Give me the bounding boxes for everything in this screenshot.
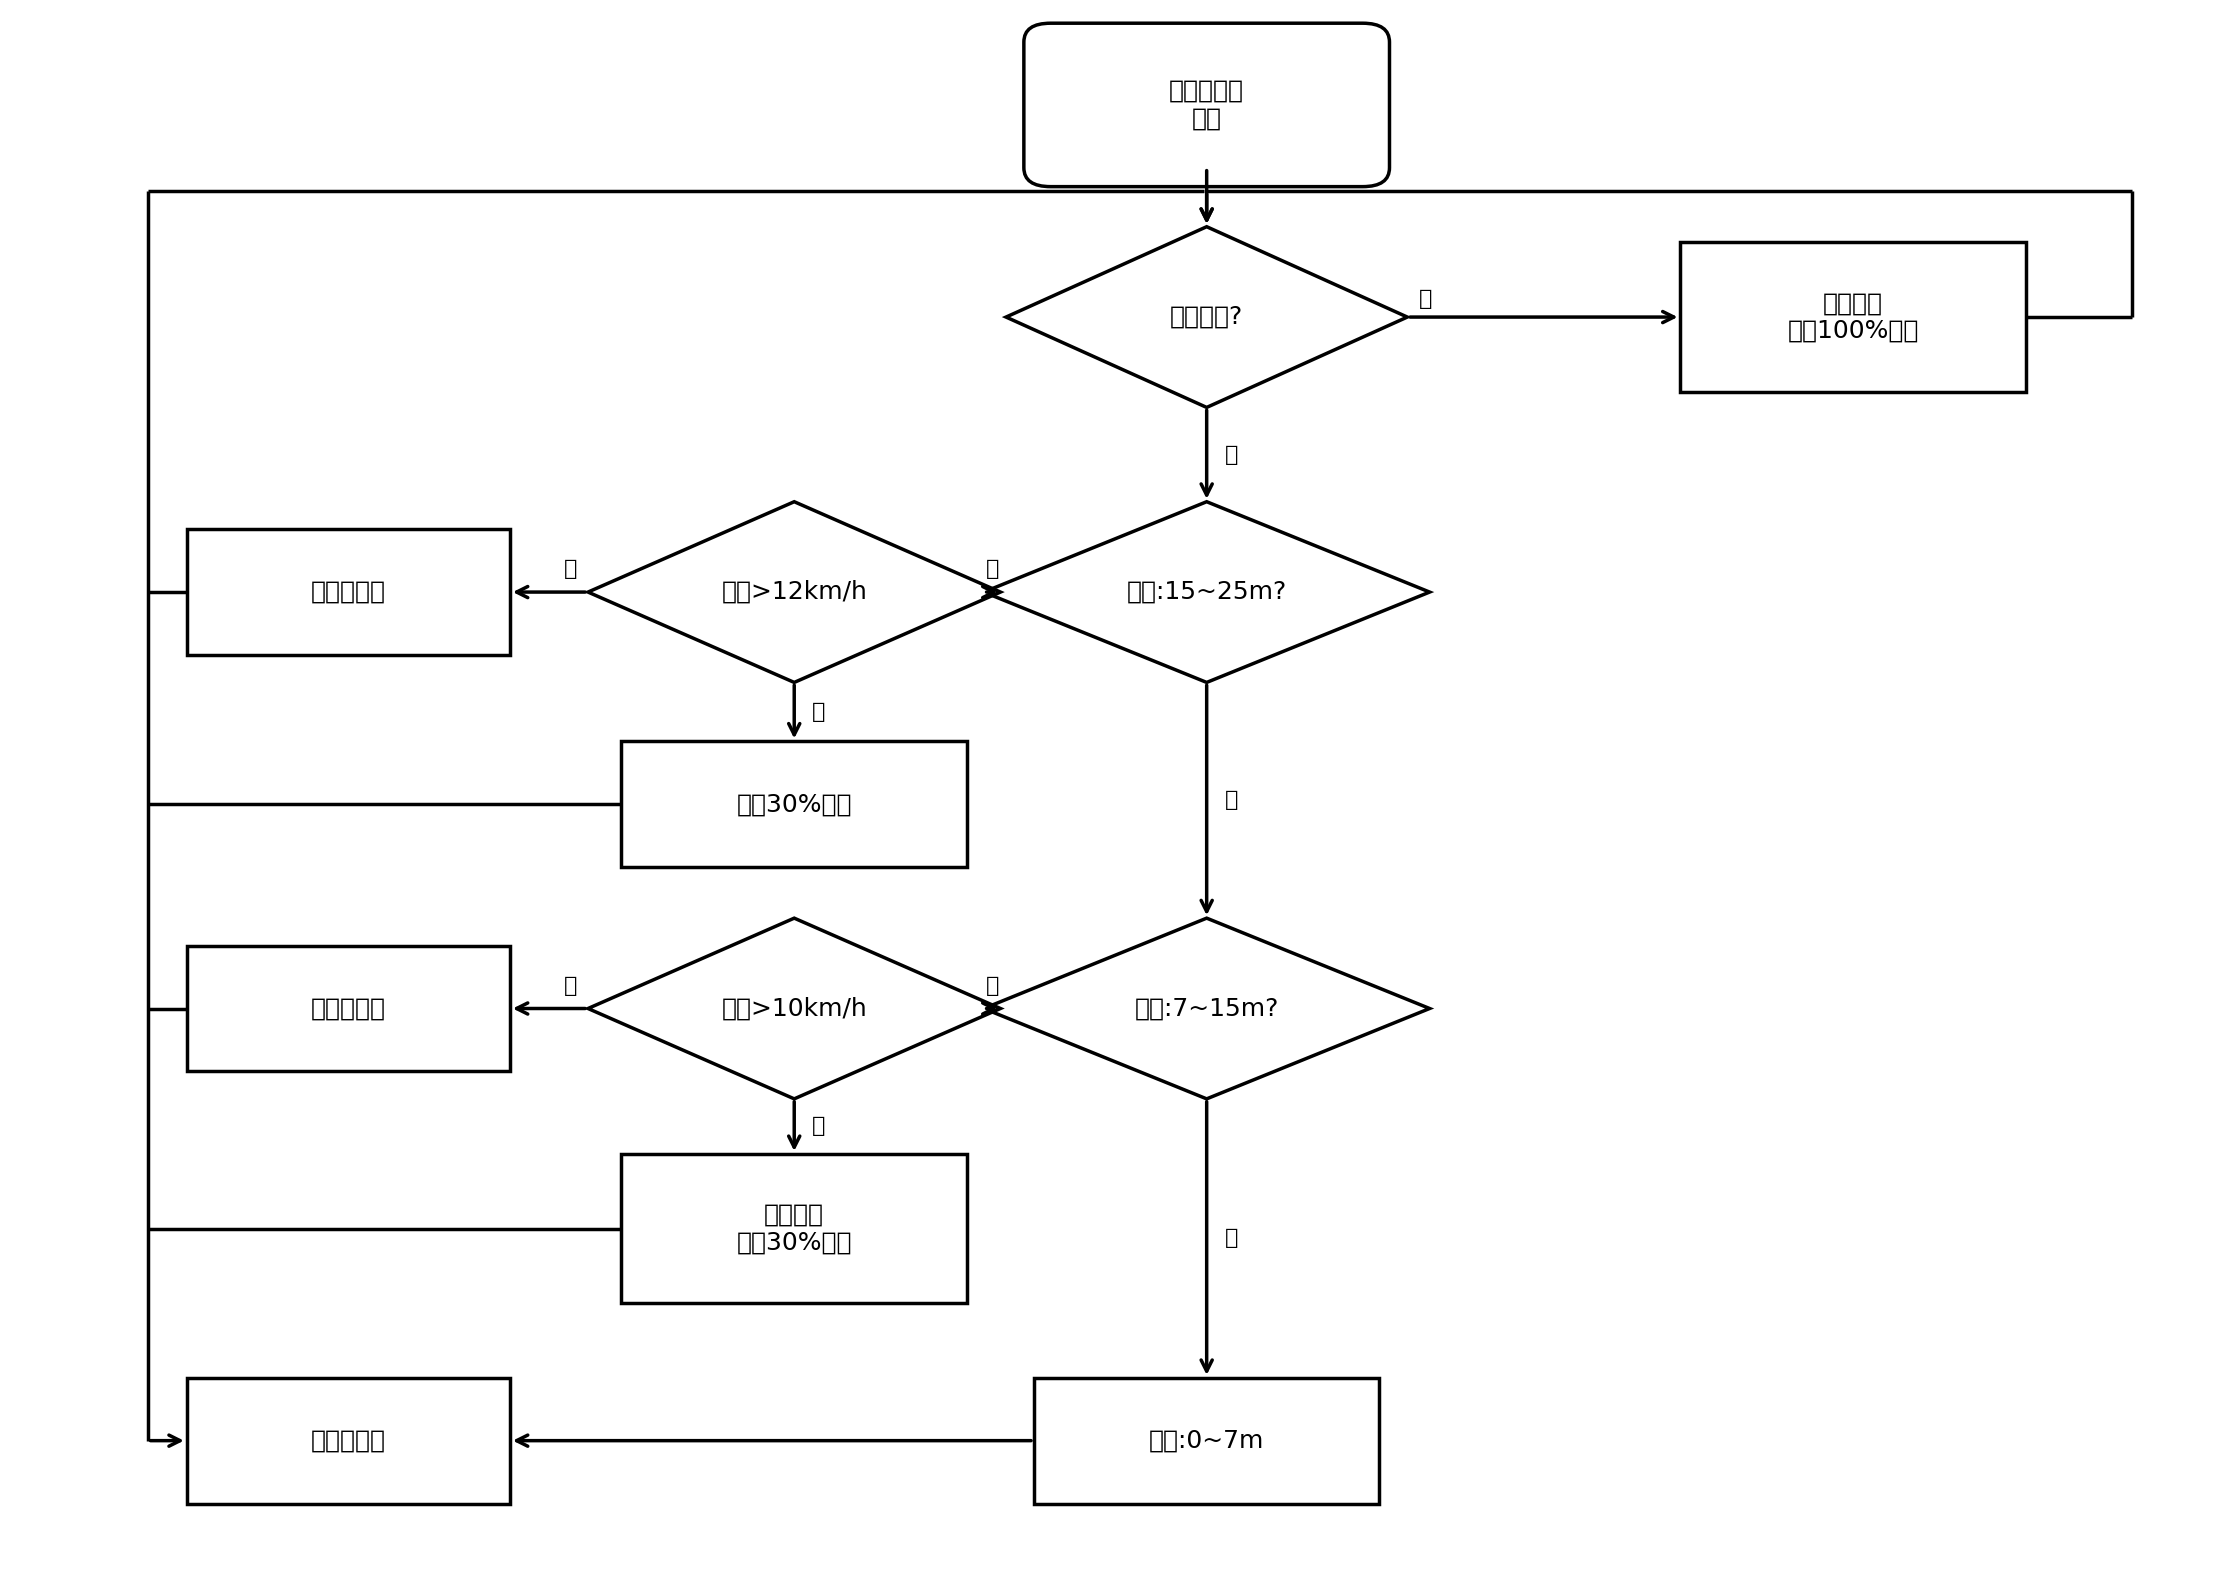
- Text: 是: 是: [986, 976, 999, 997]
- Text: 速度>10km/h: 速度>10km/h: [722, 997, 867, 1020]
- Text: 否: 否: [811, 1117, 825, 1137]
- Bar: [188, 946, 510, 1071]
- Polygon shape: [588, 918, 1001, 1099]
- Bar: [621, 741, 968, 867]
- Text: 取消刹车
允许100%动力: 取消刹车 允许100%动力: [1788, 292, 1920, 342]
- Text: 前方有车?: 前方有车?: [1171, 304, 1243, 330]
- Text: 断电、刹车: 断电、刹车: [311, 1429, 387, 1452]
- Polygon shape: [983, 918, 1430, 1099]
- FancyBboxPatch shape: [1024, 24, 1390, 186]
- Bar: [188, 530, 510, 654]
- Polygon shape: [588, 501, 1001, 683]
- Polygon shape: [983, 501, 1430, 683]
- Text: 是: 是: [563, 976, 577, 997]
- Text: 有: 有: [1225, 445, 1238, 465]
- Text: 允许30%动力: 允许30%动力: [738, 792, 852, 817]
- Polygon shape: [1006, 227, 1408, 407]
- Text: 否: 否: [1225, 790, 1238, 811]
- Text: 距离:15~25m?: 距离:15~25m?: [1126, 580, 1287, 604]
- Text: 断电、刹车: 断电、刹车: [311, 997, 387, 1020]
- Text: 断电、滑行: 断电、滑行: [311, 580, 387, 604]
- Bar: [1035, 1378, 1379, 1503]
- Text: 否: 否: [811, 702, 825, 722]
- Bar: [188, 1378, 510, 1503]
- Text: 距离:0~7m: 距离:0~7m: [1149, 1429, 1265, 1452]
- Text: 防碰撞系统
开始: 防碰撞系统 开始: [1169, 79, 1245, 131]
- Text: 是: 是: [563, 560, 577, 579]
- Bar: [621, 1154, 968, 1303]
- Text: 取消刹车
允许30%动力: 取消刹车 允许30%动力: [738, 1203, 852, 1254]
- Text: 速度>12km/h: 速度>12km/h: [722, 580, 867, 604]
- Text: 否: 否: [1225, 1228, 1238, 1249]
- Text: 无: 无: [1419, 289, 1433, 309]
- Text: 是: 是: [986, 560, 999, 579]
- Text: 距离:7~15m?: 距离:7~15m?: [1135, 997, 1278, 1020]
- Bar: [1681, 243, 2025, 391]
